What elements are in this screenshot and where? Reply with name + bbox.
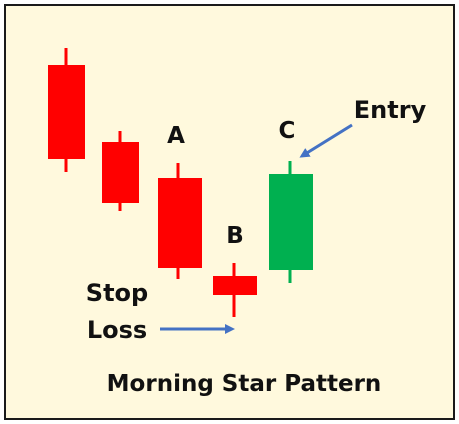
label-loss: Loss xyxy=(87,316,147,344)
candle-a xyxy=(158,163,202,279)
candle-1 xyxy=(48,48,85,172)
candle-1-body xyxy=(48,65,85,159)
candle-a-body xyxy=(158,178,202,268)
entry-arrow xyxy=(299,123,353,158)
candle-c-body xyxy=(269,174,313,270)
candle-2 xyxy=(102,131,139,211)
label-c: C xyxy=(279,118,296,144)
candle-c xyxy=(269,161,313,283)
label-stop: Stop xyxy=(86,279,148,307)
candle-b-body xyxy=(213,276,257,295)
candle-2-body xyxy=(102,142,139,203)
candle-b xyxy=(213,263,257,317)
label-a: A xyxy=(167,123,185,149)
diagram-title: Morning Star Pattern xyxy=(107,371,382,397)
label-entry: Entry xyxy=(354,96,427,124)
label-b: B xyxy=(226,223,244,249)
